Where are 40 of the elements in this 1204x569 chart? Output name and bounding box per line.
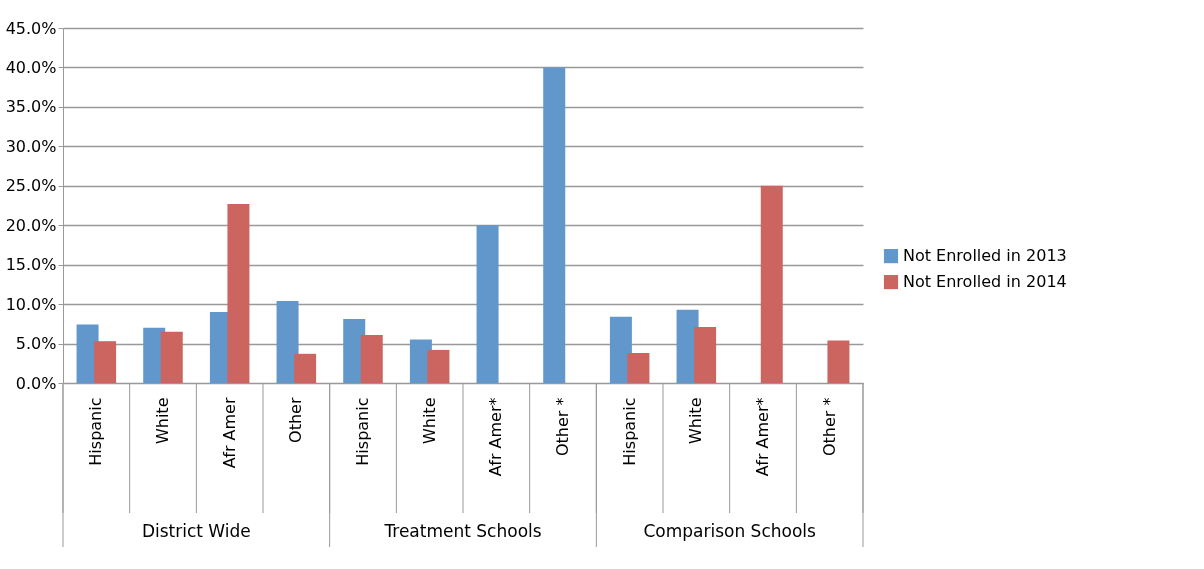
bar <box>160 331 183 383</box>
legend-label: Not Enrolled in 2014 <box>903 272 1067 292</box>
y-tick-label: 45.0% <box>5 18 57 38</box>
x-tick-label: White <box>419 397 439 445</box>
text: Comparison Schools <box>643 521 817 541</box>
y-tick-label: 5.0% <box>15 334 57 354</box>
bar <box>227 203 250 383</box>
bar <box>694 326 717 383</box>
x-tick-label: Hispanic <box>86 397 106 466</box>
bar <box>627 353 650 383</box>
y-tick-label: 25.0% <box>5 176 57 196</box>
y-tick-label: 20.0% <box>5 215 57 235</box>
x-tick-label: Afr Amer* <box>753 397 772 477</box>
text: District Wide <box>141 521 251 541</box>
bar <box>427 349 450 383</box>
x-tick-label: Afr Amer* <box>486 397 506 477</box>
bar <box>827 340 850 383</box>
bar <box>360 334 383 383</box>
x-tick-label: Hispanic <box>619 397 639 466</box>
bar <box>760 185 783 383</box>
y-tick-label: 35.0% <box>5 97 57 117</box>
bar <box>276 300 299 383</box>
text: Treatment Schools <box>383 521 542 541</box>
y-tick-label: 10.0% <box>5 294 57 314</box>
x-tick-label: Hispanic <box>353 397 372 466</box>
bar <box>294 353 317 383</box>
bar <box>94 341 117 383</box>
x-tick-label: Other <box>286 397 306 443</box>
y-tick-label: 30.0% <box>5 136 57 156</box>
y-tick-label: 0.0% <box>15 373 57 393</box>
x-tick-label: White <box>153 397 172 445</box>
bar <box>543 67 566 383</box>
y-tick-label: 15.0% <box>5 255 57 275</box>
x-tick-label: White <box>686 397 706 445</box>
x-tick-label: Other * <box>553 397 572 457</box>
x-tick-label: Afr Amer <box>219 397 239 469</box>
y-tick-label: 40.0% <box>5 57 57 77</box>
bar <box>476 225 499 383</box>
legend-label: Not Enrolled in 2013 <box>903 246 1067 266</box>
x-tick-label: Other * <box>819 397 839 457</box>
